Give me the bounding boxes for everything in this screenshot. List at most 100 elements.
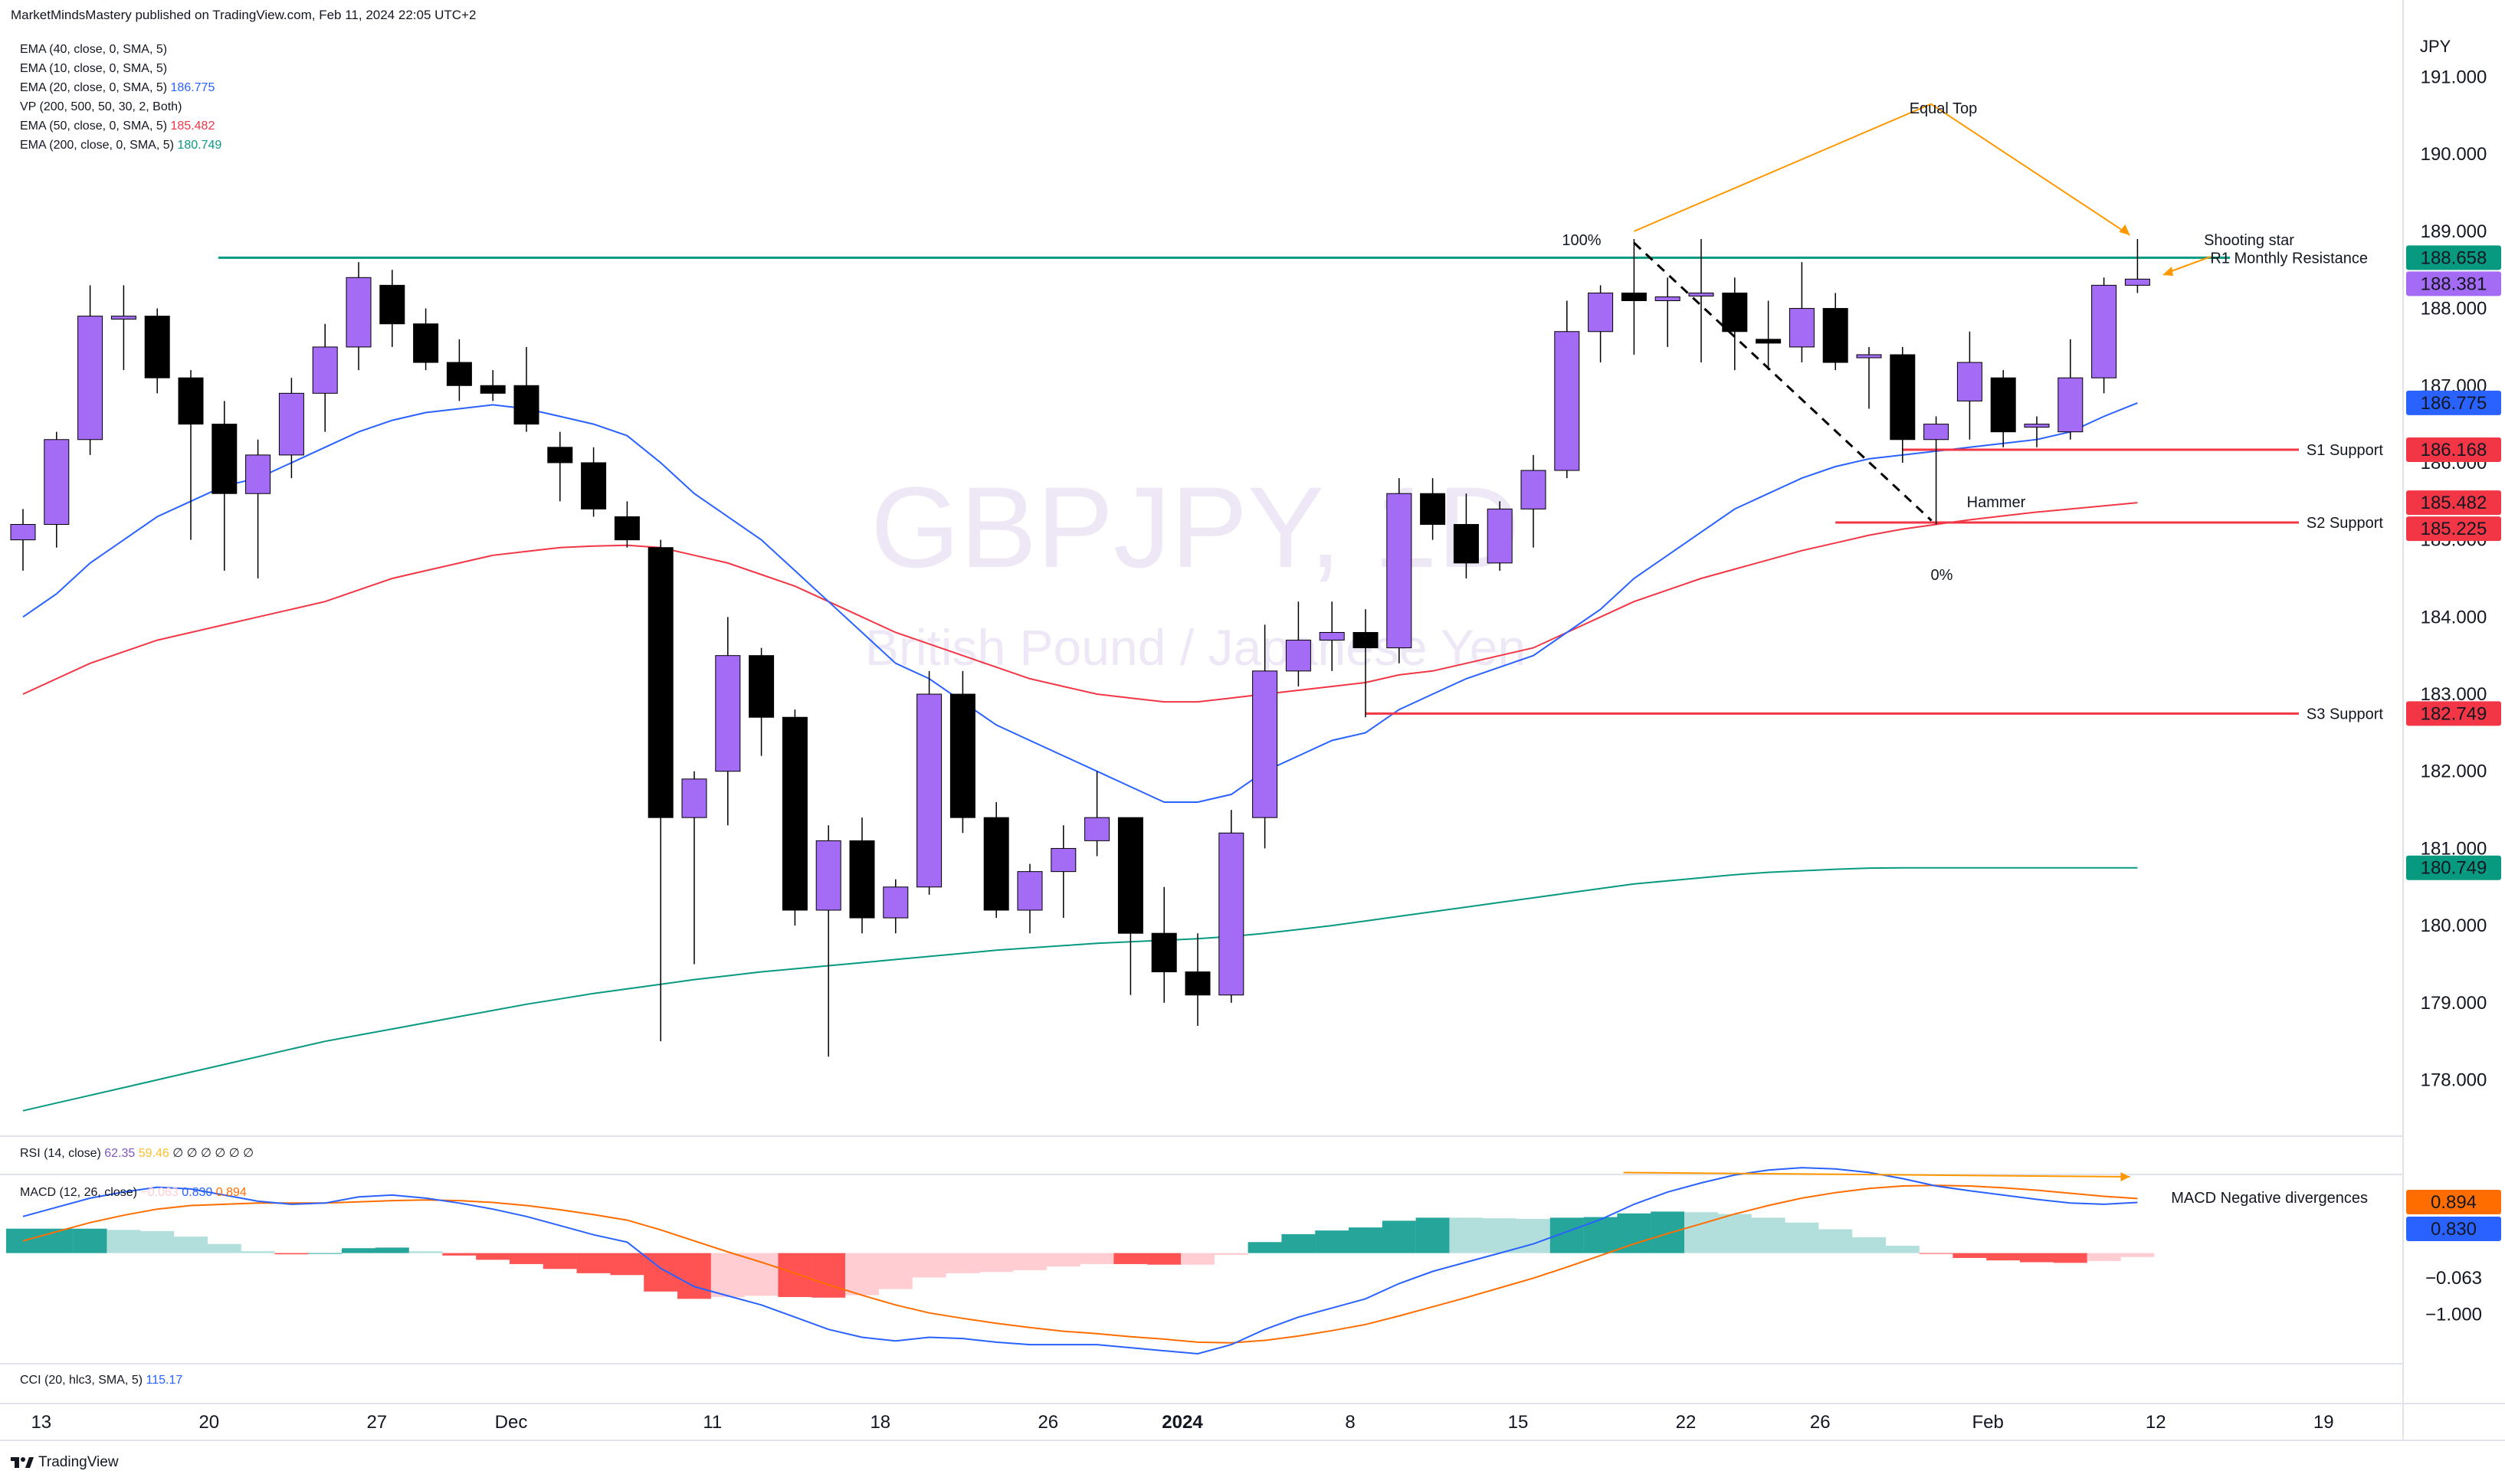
bear-candle-body — [446, 362, 472, 386]
indicator-legend-item[interactable]: EMA (10, close, 0, SMA, 5) — [20, 59, 221, 78]
macd-value: 0.830 — [182, 1186, 213, 1199]
price-axis-tick: 182.000 — [2421, 762, 2487, 782]
publish-info: MarketMindsMastery published on TradingV… — [11, 8, 477, 22]
bear-candle-body — [547, 447, 573, 464]
macd-histogram-bar — [1248, 1242, 1282, 1253]
bear-candle-body — [949, 693, 975, 818]
bear-candle-body — [379, 284, 405, 325]
candle — [144, 308, 170, 394]
shooting-star-arrowhead — [2162, 267, 2173, 276]
price-badge: 185.482 — [2406, 490, 2501, 516]
candle — [1151, 886, 1177, 1003]
rsi-empty-values: ∅ ∅ ∅ ∅ ∅ ∅ — [172, 1147, 254, 1160]
bear-candle-body — [1151, 932, 1177, 973]
macd-divergence-label: MACD Negative divergences — [2171, 1190, 2368, 1207]
macd-histogram-bar — [140, 1230, 175, 1253]
s2-support-label: S2 Support — [2307, 515, 2384, 532]
bull-candle-body — [815, 840, 841, 911]
macd-histogram-bar — [274, 1253, 309, 1255]
currency-label[interactable]: JPY — [2420, 37, 2451, 56]
macd-histogram-bar — [677, 1253, 711, 1299]
s3-support-label: S3 Support — [2307, 706, 2384, 722]
macd-histogram-bar — [912, 1253, 946, 1278]
macd-histogram-bar — [1147, 1253, 1182, 1265]
macd-histogram-bar — [207, 1243, 241, 1253]
candle — [749, 647, 775, 756]
candle — [1353, 609, 1379, 718]
watermark-name: British Pound / Japanese Yen — [865, 619, 1526, 676]
cci-label: CCI (20, hlc3, SMA, 5) — [20, 1374, 143, 1387]
cci-value: 115.17 — [146, 1374, 183, 1387]
candle — [1990, 370, 2016, 447]
macd-hist-badge-text: −0.063 — [2425, 1268, 2482, 1289]
price-axis-tick: 179.000 — [2421, 993, 2487, 1014]
tradingview-logo[interactable]: TradingView — [11, 1454, 119, 1471]
bull-candle-body — [1956, 362, 1982, 401]
time-axis: 13 20 27 Dec 11 18 26 2024 8 15 22 26 Feb 12 19 — [31, 1412, 2333, 1433]
bear-candle-body — [849, 840, 875, 919]
indicator-legend-item[interactable]: EMA (50, close, 0, SMA, 5) 185.482 — [20, 116, 221, 136]
time-axis-tick: 13 — [31, 1412, 51, 1433]
indicator-legend-item[interactable]: EMA (20, close, 0, SMA, 5) 186.775 — [20, 78, 221, 97]
macd-histogram-bar — [1214, 1253, 1248, 1255]
candle — [1722, 277, 1748, 371]
macd-line-badge-bg — [2406, 1217, 2501, 1241]
candle — [547, 431, 573, 502]
macd-legend: MACD (12, 26, close) −0.063 0.830 0.894 — [20, 1186, 247, 1200]
macd-histogram-bar — [946, 1253, 980, 1273]
support-resistance-levels: R1 Monthly Resistance S1 Support S2 Suppor… — [218, 250, 2383, 722]
candle — [1789, 262, 1815, 363]
bull-candle-body — [1923, 424, 1949, 441]
price-badge-bg — [2406, 855, 2501, 880]
bull-candle-body — [916, 693, 943, 888]
indicator-legend-item[interactable]: VP (200, 500, 50, 30, 2, Both) — [20, 97, 221, 116]
time-axis-tick: 11 — [703, 1412, 722, 1433]
equal-top-label: Equal Top — [1910, 100, 1978, 117]
candle — [1520, 454, 1546, 548]
axes — [0, 0, 2505, 1441]
macd-histogram-bar — [1315, 1230, 1349, 1253]
macd-histogram-bar — [2087, 1253, 2121, 1261]
indicator-label: EMA (20, close, 0, SMA, 5) — [20, 81, 171, 94]
time-axis-tick: 22 — [1676, 1412, 1697, 1433]
candle — [1688, 238, 1714, 363]
macd-line-badge: 0.830 — [2406, 1217, 2501, 1241]
macd-divergence-arrowhead — [2120, 1172, 2130, 1182]
ema20-line — [22, 401, 2138, 803]
candles — [10, 238, 2150, 1057]
macd-hist-badge-bg — [2406, 1266, 2501, 1290]
candle — [77, 285, 103, 455]
macd-pane: MACD Negative divergences — [6, 1167, 2368, 1355]
bull-candle-body — [10, 524, 36, 541]
bull-candle-body — [1252, 670, 1278, 818]
time-axis-tick: Dec — [495, 1412, 528, 1433]
indicator-legend-item[interactable]: EMA (40, close, 0, SMA, 5) — [20, 40, 221, 59]
price-axis-tick: 191.000 — [2421, 67, 2487, 87]
candle — [2057, 339, 2084, 440]
indicator-value: 180.749 — [177, 139, 222, 152]
time-axis-tick: 18 — [870, 1412, 890, 1433]
bear-candle-body — [1420, 493, 1446, 526]
price-badge-text: 185.482 — [2421, 493, 2487, 513]
bull-candle-body — [1084, 817, 1110, 841]
equal-top-arrowhead — [2119, 224, 2130, 235]
macd-histogram-bar — [39, 1228, 74, 1253]
bear-candle-body — [1890, 354, 1916, 441]
candle — [715, 617, 741, 826]
price-badge: 188.658 — [2406, 245, 2501, 270]
time-axis-tick: 19 — [2313, 1412, 2334, 1433]
macd-line-badge-text: 0.830 — [2431, 1219, 2477, 1240]
fib-retracement-line — [1633, 241, 1933, 522]
time-axis-tick: 26 — [1810, 1412, 1831, 1433]
candle — [413, 308, 439, 371]
bull-candle-body — [1051, 847, 1077, 873]
bear-candle-body — [1822, 308, 1848, 363]
indicator-legend-item[interactable]: EMA (200, close, 0, SMA, 5) 180.749 — [20, 136, 221, 155]
bull-candle-body — [681, 778, 707, 818]
indicator-label: VP (200, 500, 50, 30, 2, Both) — [20, 100, 182, 113]
candle — [916, 670, 943, 895]
equal-top-line — [1634, 103, 2130, 236]
watermark: GBPJPY, 1D British Pound / Japanese Yen — [865, 463, 1526, 676]
candle — [346, 262, 372, 371]
